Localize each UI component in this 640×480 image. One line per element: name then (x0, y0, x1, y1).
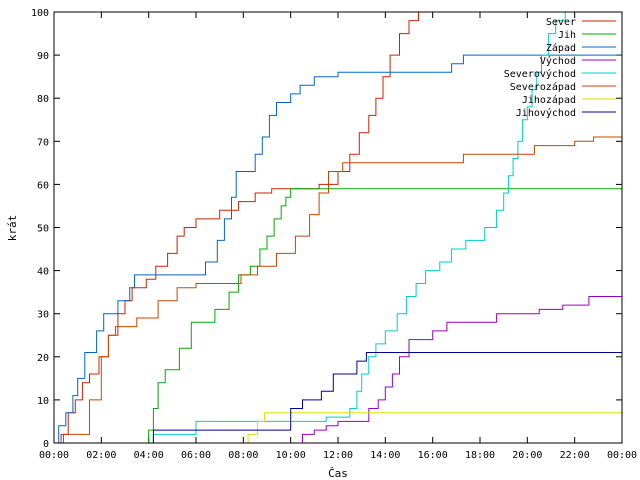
y-tick-label: 80 (37, 94, 49, 105)
x-tick-label: 20:00 (512, 450, 542, 461)
legend-label: Východ (540, 55, 576, 67)
series-line-2 (146, 188, 622, 443)
y-tick-label: 10 (37, 396, 49, 407)
ticks-layer: 00:00 02:00 04:00 06:00 08:00 10:00 12:00 14:00… (31, 8, 637, 461)
y-tick-label: 50 (37, 224, 49, 235)
series-line-6 (54, 136, 622, 443)
x-tick-label: 14:00 (370, 450, 400, 461)
legend-label: Sever (546, 17, 576, 28)
x-tick-label: 10:00 (276, 450, 306, 461)
legend-label: Jih (558, 30, 576, 41)
y-tick-label: 30 (37, 310, 49, 321)
legend-label: Severozápad (510, 81, 576, 93)
x-tick-label: 02:00 (86, 450, 116, 461)
x-tick-label: 18:00 (465, 450, 495, 461)
legend-label: Severovýchod (504, 68, 576, 80)
x-tick-label: 08:00 (228, 450, 258, 461)
y-tick-label: 20 (37, 353, 49, 364)
series-line-7 (243, 412, 622, 443)
series-line-3 (54, 54, 622, 443)
y-tick-label: 0 (43, 439, 49, 450)
y-tick-label: 70 (37, 137, 49, 148)
series-line-1 (54, 12, 419, 443)
x-tick-label: 04:00 (134, 450, 164, 461)
y-tick-label: 60 (37, 180, 49, 191)
plot-frame (53, 11, 623, 444)
x-tick-label: 22:00 (560, 450, 590, 461)
x-tick-label: 00:00 (607, 450, 637, 461)
x-tick-label: 12:00 (323, 450, 353, 461)
x-axis-title: Čas (328, 467, 348, 480)
x-tick-label: 06:00 (181, 450, 211, 461)
series-line-4 (290, 296, 622, 443)
legend-label: Jihozápad (522, 94, 576, 106)
x-tick-label: 00:00 (39, 450, 69, 461)
series-line-8 (151, 352, 622, 443)
legend-label: Západ (546, 42, 576, 54)
y-tick-label: 40 (37, 267, 49, 278)
y-tick-label: 90 (37, 51, 49, 62)
series-layer (54, 12, 622, 443)
y-axis-title: krát (6, 215, 19, 242)
y-tick-label: 100 (31, 8, 49, 19)
x-tick-label: 16:00 (418, 450, 448, 461)
series-line-5 (148, 12, 566, 443)
legend-label: Jihovýchod (516, 107, 576, 119)
legend: Sever JihZápadVýchodSeverovýchodSeverozáp… (504, 17, 616, 119)
